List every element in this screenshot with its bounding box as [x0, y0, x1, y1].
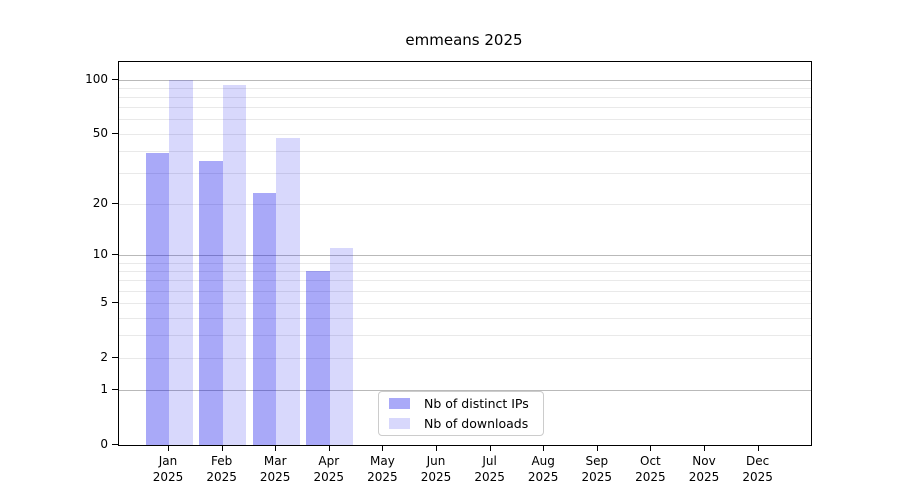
gridline-major-1 [119, 390, 811, 392]
x-tick-mark-mar [275, 445, 277, 451]
gridline-minor-5 [119, 303, 811, 305]
y-tick-label-2: 2 [100, 349, 108, 364]
bar-downloads-apr [329, 248, 354, 445]
y-tick-mark-1 [112, 389, 118, 391]
gridline-minor-8 [119, 270, 811, 272]
x-tick-label-sep: Sep 2025 [581, 454, 613, 484]
gridline-minor-4 [119, 317, 811, 319]
y-tick-mark-5 [112, 302, 118, 304]
chart-title: emmeans 2025 [405, 31, 523, 49]
bar-downloads-jan [169, 79, 193, 445]
x-tick-label-aug: Aug 2025 [527, 454, 559, 484]
gridline-major-10 [119, 255, 811, 257]
y-tick-label-50: 50 [92, 125, 108, 140]
bar-distinct-ips-feb [199, 161, 223, 445]
y-tick-mark-100 [112, 78, 118, 80]
x-tick-mark-jun [436, 445, 437, 451]
x-tick-mark-oct [650, 445, 652, 451]
bar-downloads-feb [222, 85, 247, 445]
gridline-minor-90 [119, 87, 811, 89]
gridline-minor-3 [119, 335, 811, 337]
gridline-minor-60 [119, 119, 811, 121]
x-tick-mark-aug [543, 445, 545, 451]
gridline-minor-2 [119, 357, 811, 359]
y-tick-label-1: 1 [100, 382, 108, 397]
gridline-minor-7 [119, 280, 811, 282]
gridline-minor-80 [119, 96, 811, 98]
legend-swatch-downloads [389, 418, 410, 429]
y-tick-label-100: 100 [85, 71, 108, 86]
y-tick-mark-50 [112, 132, 118, 134]
gridline-minor-6 [119, 290, 811, 292]
y-tick-label-5: 5 [100, 295, 108, 310]
y-tick-mark-10 [112, 254, 118, 256]
x-tick-label-jan: Jan 2025 [152, 454, 184, 484]
legend-item-downloads: Nb of downloads [379, 415, 543, 432]
x-tick-label-may: May 2025 [367, 454, 398, 484]
x-tick-mark-jan [168, 445, 169, 451]
legend: Nb of distinct IPs Nb of downloads [378, 391, 544, 436]
legend-label-distinct-ips: Nb of distinct IPs [424, 396, 529, 411]
gridline-minor-20 [119, 203, 811, 205]
bar-distinct-ips-jan [145, 152, 169, 445]
legend-item-distinct-ips: Nb of distinct IPs [379, 395, 543, 412]
x-tick-mark-feb [221, 445, 223, 451]
x-tick-label-feb: Feb 2025 [206, 454, 237, 484]
gridline-minor-9 [119, 262, 811, 264]
x-tick-mark-dec [757, 445, 759, 451]
gridline-major-100 [119, 79, 811, 81]
x-tick-label-oct: Oct 2025 [635, 454, 666, 484]
x-tick-mark-nov [704, 445, 705, 451]
x-tick-mark-may [382, 445, 384, 451]
gridline-minor-50 [119, 133, 811, 135]
bar-downloads-mar [276, 138, 300, 445]
y-tick-label-0: 0 [100, 437, 108, 451]
y-tick-mark-20 [112, 202, 118, 204]
bar-distinct-ips-mar [252, 193, 277, 445]
gridline-minor-40 [119, 150, 811, 152]
x-tick-label-jun: Jun 2025 [420, 454, 452, 484]
y-tick-mark-0 [112, 444, 118, 445]
legend-swatch-distinct-ips [389, 398, 410, 409]
y-tick-mark-2 [112, 356, 118, 358]
bar-distinct-ips-apr [306, 270, 330, 445]
x-tick-label-dec: Dec 2025 [742, 454, 773, 484]
plot-area [118, 61, 812, 446]
x-tick-label-mar: Mar 2025 [259, 454, 291, 484]
x-tick-label-apr: Apr 2025 [313, 454, 345, 484]
x-tick-mark-jul [489, 445, 491, 451]
y-tick-label-10: 10 [92, 247, 108, 262]
x-tick-label-jul: Jul 2025 [474, 454, 505, 484]
gridline-minor-70 [119, 107, 811, 109]
x-tick-label-nov: Nov 2025 [688, 454, 720, 484]
gridline-minor-30 [119, 173, 811, 175]
y-tick-label-20: 20 [92, 195, 108, 210]
x-tick-mark-apr [328, 445, 330, 451]
legend-label-downloads: Nb of downloads [424, 416, 529, 431]
x-tick-mark-sep [596, 445, 598, 451]
